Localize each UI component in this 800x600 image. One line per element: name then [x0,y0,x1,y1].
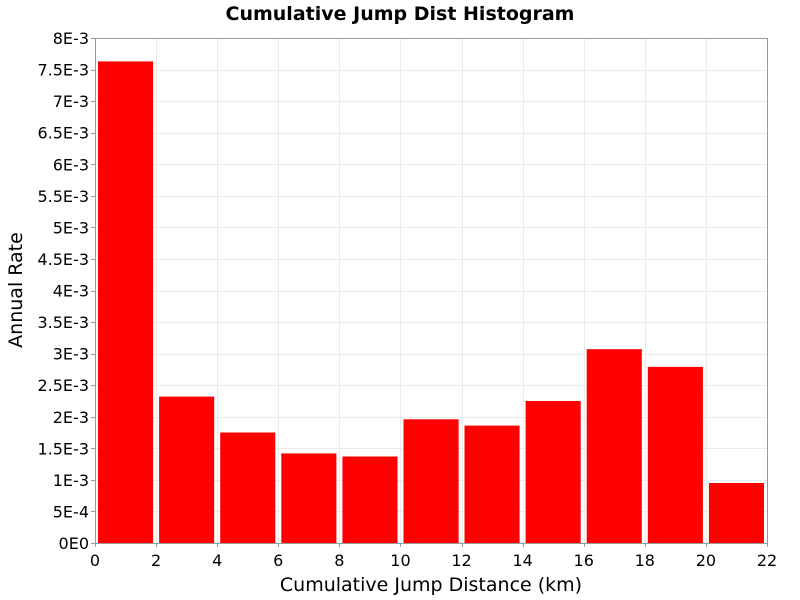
histogram-bar [708,483,764,543]
x-tick-label: 8 [334,551,344,570]
x-tick-label: 4 [212,551,222,570]
x-axis: 0 2 4 6 8 10 12 14 16 18 20 22 [90,543,777,570]
y-tick-label: 1E-3 [53,471,89,490]
histogram-bar [220,432,276,543]
x-tick-label: 22 [757,551,777,570]
histogram-bar [342,456,398,543]
y-tick-label: 3E-3 [53,345,89,364]
x-tick-label: 10 [390,551,410,570]
y-tick-label: 0E0 [59,534,89,553]
y-tick-label: 5.5E-3 [37,187,89,206]
histogram-bar [464,425,520,543]
x-tick-label: 16 [574,551,594,570]
histogram-bar [98,61,154,544]
histogram-bar [647,366,703,543]
y-tick-label: 1.5E-3 [37,439,89,458]
x-tick-label: 6 [273,551,283,570]
chart-title: Cumulative Jump Dist Histogram [226,3,575,25]
x-tick-label: 18 [635,551,655,570]
y-tick-label: 6.5E-3 [37,124,89,143]
x-axis-label: Cumulative Jump Distance (km) [280,574,582,596]
y-tick-label: 2.5E-3 [37,376,89,395]
histogram-bar [403,419,459,543]
x-tick-label: 0 [90,551,100,570]
y-tick-label: 5E-3 [53,218,89,237]
bars [98,61,764,544]
y-axis-label: Annual Rate [5,232,27,348]
x-tick-label: 20 [696,551,716,570]
y-tick-label: 4.5E-3 [37,250,89,269]
y-tick-label: 7E-3 [53,92,89,111]
y-axis: 0E0 5E-4 1E-3 1.5E-3 2E-3 2.5E-3 3E-3 3.5E-3 4E-… [37,29,95,553]
histogram-bar [281,453,337,543]
histogram-bar [586,349,642,543]
y-tick-label: 4E-3 [53,282,89,301]
y-tick-label: 8E-3 [53,29,89,48]
histogram-bar [159,396,215,543]
x-tick-label: 2 [151,551,161,570]
y-tick-label: 3.5E-3 [37,313,89,332]
y-tick-label: 7.5E-3 [37,61,89,80]
x-tick-label: 12 [451,551,471,570]
plot-frame [95,38,768,544]
y-tick-label: 6E-3 [53,155,89,174]
histogram-bar [525,401,581,543]
y-tick-label: 5E-4 [53,502,89,521]
y-tick-label: 2E-3 [53,408,89,427]
x-tick-label: 14 [512,551,532,570]
